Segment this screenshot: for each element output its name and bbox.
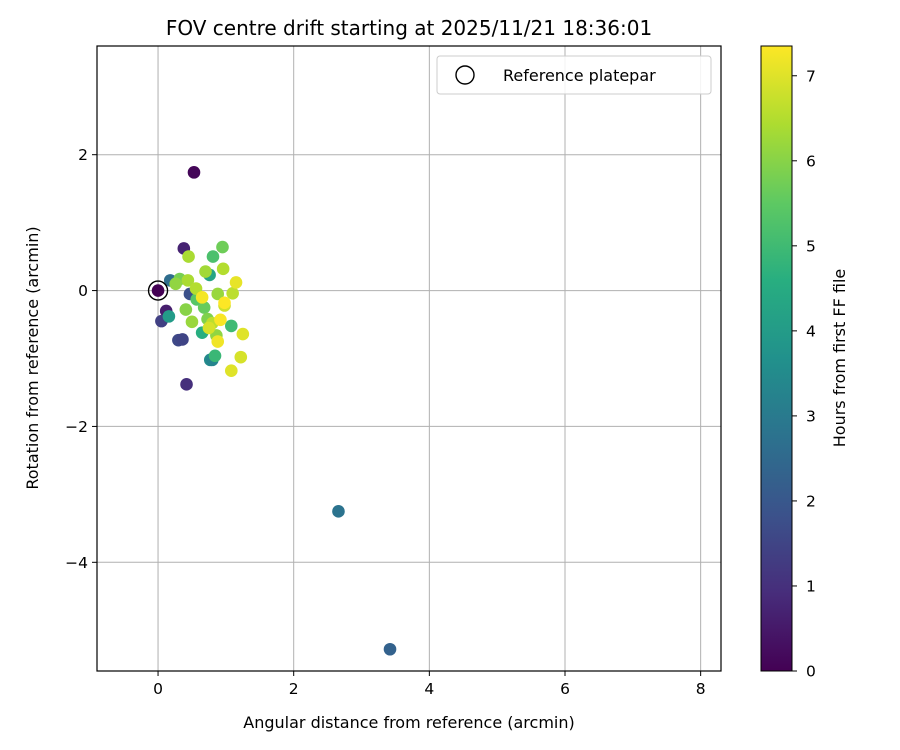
colorbar: 0 1 2 3 4 5 6 7 Hours from first FF file [760,45,849,681]
scatter-point [214,313,227,327]
scatter-point [383,642,397,656]
scatter-point [226,286,239,300]
colorbar-tick-label: 5 [806,237,816,255]
x-tick-label: 0 [153,680,163,698]
y-axis-label: Rotation from reference (arcmin) [23,226,42,489]
data-points [151,166,397,656]
reference-marker-group [147,280,169,301]
scatter-point [216,240,229,254]
y-tick-label: 0 [78,282,88,300]
scatter-point [182,250,195,263]
scatter-point [197,301,211,314]
scatter-point [202,321,216,335]
colorbar-tick-label: 1 [806,577,816,595]
colorbar-tick-label: 6 [806,152,816,170]
x-tick-label: 2 [289,680,299,698]
y-tick-label: −4 [65,554,88,572]
reference-platepar-marker [147,280,169,301]
plot-frame [96,45,722,672]
scatter-point [185,315,199,329]
x-axis-ticks: 0 2 4 6 8 [153,671,706,698]
scatter-point [195,291,209,304]
scatter-point [211,287,225,301]
y-tick-label: −2 [65,418,88,436]
scatter-point [332,505,345,518]
scatter-point [180,378,193,391]
x-tick-label: 6 [560,680,570,698]
scatter-point [216,262,230,276]
y-tick-label: 2 [78,146,88,164]
scatter-point [189,282,203,295]
grid-lines [97,46,721,671]
scatter-point [211,335,225,348]
scatter-point [179,303,193,316]
scatter-point [236,327,250,341]
x-axis-label: Angular distance from reference (arcmin) [243,713,574,732]
legend-marker-icon [455,65,475,85]
scatter-point [187,166,201,179]
colorbar-tick-label: 0 [806,663,816,681]
scatter-point [206,250,220,263]
colorbar-gradient [760,45,793,672]
colorbar-tick-label: 2 [806,492,816,510]
scatter-point [169,277,182,291]
colorbar-tick-label: 3 [806,407,816,425]
scatter-point [218,296,231,310]
scatter-point [224,319,238,333]
colorbar-ticks: 0 1 2 3 4 5 6 7 [792,67,816,681]
x-tick-label: 4 [424,680,434,698]
legend-entry-label: Reference platepar [503,66,656,85]
y-axis-ticks: 2 0 −2 −4 [65,146,97,572]
scatter-point [181,274,195,287]
colorbar-tick-label: 7 [806,67,816,85]
scatter-point [162,310,176,323]
scatter-point [176,333,189,346]
scatter-point [224,364,238,378]
x-tick-label: 8 [696,680,706,698]
scatter-point [151,284,165,297]
colorbar-tick-label: 4 [806,322,816,340]
chart-title: FOV centre drift starting at 2025/11/21 … [166,16,652,40]
scatter-point [234,350,248,364]
scatter-point [229,276,243,289]
scatter-point [199,265,212,278]
scatter-point [208,349,222,363]
legend-box [436,55,712,95]
colorbar-label: Hours from first FF file [830,269,849,448]
legend: Reference platepar [436,55,712,95]
